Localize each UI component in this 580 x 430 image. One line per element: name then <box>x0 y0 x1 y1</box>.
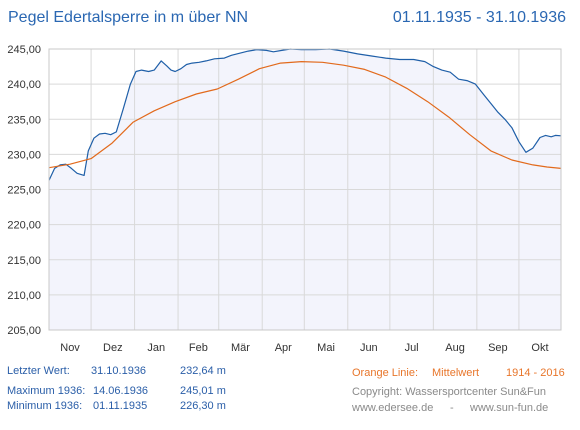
x-tick-label: Jan <box>147 342 165 354</box>
x-tick-label: Okt <box>531 342 548 354</box>
last-value-date: 31.10.1936 <box>91 365 147 377</box>
x-tick-label: Jul <box>405 342 419 354</box>
y-tick-label: 230,00 <box>7 149 41 161</box>
chart-title: Pegel Edertalsperre in m über NN <box>8 9 249 26</box>
y-tick-label: 245,00 <box>7 44 41 56</box>
y-tick-label: 220,00 <box>7 220 41 232</box>
website-edersee-link[interactable]: www.edersee.de <box>352 402 434 414</box>
y-tick-label: 225,00 <box>7 185 41 197</box>
x-tick-label: Apr <box>275 342 292 354</box>
min-value-label: Minimum 1936: <box>7 400 83 412</box>
website-sunfun-link[interactable]: www.sun-fun.de <box>470 402 549 414</box>
x-tick-label: Aug <box>445 342 465 354</box>
x-tick-label: Mai <box>317 342 335 354</box>
plot-border <box>48 48 562 331</box>
max-value-row: Maximum 1936: 14.06.1936 245,01 m <box>7 385 226 397</box>
y-tick-label: 235,00 <box>7 114 41 126</box>
website-separator: - <box>450 402 454 414</box>
legend-years: 1914 - 2016 <box>506 367 565 379</box>
y-tick-label: 205,00 <box>7 325 41 337</box>
website-row: www.edersee.de - www.sun-fun.de <box>352 402 548 414</box>
y-tick-label: 210,00 <box>7 290 41 302</box>
mean-series-line <box>48 61 562 169</box>
y-tick-label: 240,00 <box>7 79 41 91</box>
max-value-value: 245,01 m <box>180 385 226 397</box>
min-value-value: 226,30 m <box>180 400 226 412</box>
last-value-label: Letzter Wert: <box>7 365 70 377</box>
legend-label: Orange Linie: <box>352 367 419 379</box>
legend-series-name: Mittelwert <box>432 367 480 379</box>
x-tick-label: Jun <box>360 342 378 354</box>
date-range: 01.11.1935 - 31.10.1936 <box>392 9 566 26</box>
x-tick-label: Dez <box>103 342 123 354</box>
min-value-date: 01.11.1935 <box>93 400 148 412</box>
legend-note: Orange Linie: Mittelwert 1914 - 2016 <box>352 367 565 379</box>
x-tick-label: Sep <box>488 342 508 354</box>
pegel-series-line <box>48 48 562 181</box>
y-tick-label: 215,00 <box>7 255 41 267</box>
x-tick-label: Mär <box>231 342 250 354</box>
min-value-row: Minimum 1936: 01.11.1935 226,30 m <box>7 400 226 412</box>
max-value-date: 14.06.1936 <box>93 385 149 397</box>
max-value-label: Maximum 1936: <box>7 385 86 397</box>
last-value-row: Letzter Wert: 31.10.1936 232,64 m <box>7 365 226 377</box>
x-tick-label: Feb <box>189 342 208 354</box>
last-value-value: 232,64 m <box>180 365 226 377</box>
copyright: Copyright: Wassersportcenter Sun&Fun <box>352 386 547 398</box>
x-tick-label: Nov <box>60 342 80 354</box>
